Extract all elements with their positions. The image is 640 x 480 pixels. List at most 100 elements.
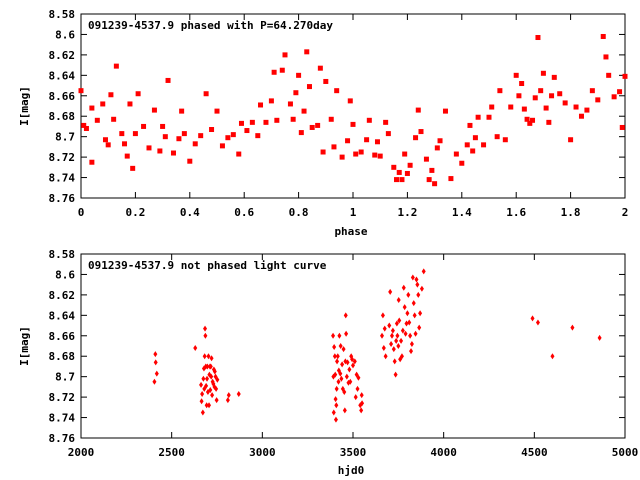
unphased-data-point [334, 402, 339, 409]
unphased-data-point [409, 340, 414, 347]
phased-data-point [258, 102, 264, 108]
phased-data-point [475, 114, 481, 120]
phased-data-point [304, 49, 310, 55]
phased-data-point [89, 159, 95, 165]
phased-data-point [551, 74, 557, 80]
phased-data-point [339, 154, 345, 160]
unphased-data-point [333, 416, 338, 423]
phased-data-point [328, 116, 334, 122]
unphased-data-point [200, 391, 205, 398]
unphased-data-point [570, 324, 575, 331]
unphased-y-tick-label: 8.7 [55, 371, 75, 384]
unphased-data-point [418, 310, 423, 317]
phased-y-tick-label: 8.72 [49, 151, 76, 164]
phased-data-point [611, 94, 617, 100]
phased-y-ticks: 8.58 8.6 8.62 8.64 8.66 8.68 8.7 8.72 8.74 8.76 [49, 8, 625, 205]
unphased-data-point [390, 327, 395, 334]
phased-data-point [573, 104, 579, 110]
unphased-data-point [395, 332, 400, 339]
unphased-data-point [389, 332, 394, 339]
unphased-data-point [209, 373, 214, 380]
phased-data-point [315, 122, 321, 128]
unphased-data-point [152, 378, 157, 385]
unphased-data-point [208, 363, 213, 370]
phased-data-point [350, 121, 356, 127]
phased-data-point [399, 177, 405, 183]
unphased-data-point [200, 409, 205, 416]
unphased-data-point [597, 334, 602, 341]
unphased-data-point [360, 400, 365, 407]
unphased-data-point [356, 374, 361, 381]
phased-data-point [459, 160, 465, 166]
unphased-data-point [208, 386, 213, 393]
phased-data-point [407, 162, 413, 168]
unphased-y-tick-label: 8.64 [49, 309, 76, 322]
phased-data-point [606, 72, 612, 78]
phased-data-point [290, 116, 296, 122]
unphased-data-point [380, 332, 385, 339]
phased-x-tick-label: 0.4 [180, 206, 200, 219]
phased-data-point [532, 95, 538, 101]
phased-data-point [230, 132, 236, 138]
unphased-data-point [344, 373, 349, 380]
unphased-data-point [331, 332, 336, 339]
unphased-data-point [389, 340, 394, 347]
phased-data-point [301, 108, 307, 114]
phased-data-point [135, 91, 141, 97]
unphased-data-point [338, 370, 343, 377]
phased-data-point [453, 151, 459, 157]
phased-data-point [448, 176, 454, 182]
phased-y-tick-label: 8.64 [49, 69, 76, 82]
unphased-data-point [215, 376, 220, 383]
unphased-chart-title: 091239-4537.9 not phased light curve [88, 259, 327, 272]
unphased-data-point [153, 351, 158, 358]
phased-data-point [274, 117, 280, 123]
phased-data-point [470, 148, 476, 154]
unphased-data-point [342, 407, 347, 414]
phased-data-point [334, 88, 340, 94]
phased-y-tick-label: 8.58 [49, 8, 76, 21]
phased-data-point [279, 67, 285, 73]
phased-data-point [481, 142, 487, 148]
phased-data-point [108, 92, 114, 98]
phased-data-point [268, 98, 274, 104]
unphased-data-point [153, 359, 158, 366]
phased-data-point [374, 139, 380, 145]
unphased-data-point [399, 353, 404, 360]
unphased-y-ticks: 8.58 8.6 8.62 8.64 8.66 8.68 8.7 8.72 8.74 8.76 [49, 248, 625, 445]
phased-data-point [238, 120, 244, 126]
unphased-data-point [344, 330, 349, 337]
unphased-data-point [193, 345, 198, 352]
unphased-y-tick-label: 8.74 [49, 412, 76, 425]
unphased-data-point [203, 325, 208, 332]
phased-y-tick-label: 8.7 [55, 131, 75, 144]
unphased-data-point [410, 274, 415, 281]
unphased-data-point [201, 375, 206, 382]
unphased-data-point [206, 353, 211, 360]
unphased-data-point [530, 315, 535, 322]
unphased-data-point [409, 348, 414, 355]
phased-data-point [198, 133, 204, 139]
unphased-data-point [359, 392, 364, 399]
unphased-data-point [205, 363, 210, 370]
unphased-data-point [343, 312, 348, 319]
unphased-data-point [352, 358, 357, 365]
phased-data-point [298, 130, 304, 136]
unphased-data-point [421, 268, 426, 275]
unphased-data-point [331, 409, 336, 416]
unphased-data-point [408, 332, 413, 339]
phased-data-point [122, 141, 128, 147]
unphased-data-point [353, 394, 358, 401]
unphased-data-point [335, 358, 340, 365]
phased-data-point [331, 144, 337, 150]
phased-data-point [105, 142, 111, 148]
phased-data-point [557, 91, 563, 97]
unphased-y-tick-label: 8.66 [49, 330, 76, 343]
phased-data-point [100, 101, 106, 107]
phased-data-point [263, 119, 269, 125]
phased-data-point [619, 124, 625, 130]
phased-data-point [423, 156, 429, 162]
phased-data-point [151, 107, 157, 113]
unphased-light-curve-panel: 8.58 8.6 8.62 8.64 8.66 8.68 8.7 8.72 8.74 8.76 2… [18, 248, 638, 477]
